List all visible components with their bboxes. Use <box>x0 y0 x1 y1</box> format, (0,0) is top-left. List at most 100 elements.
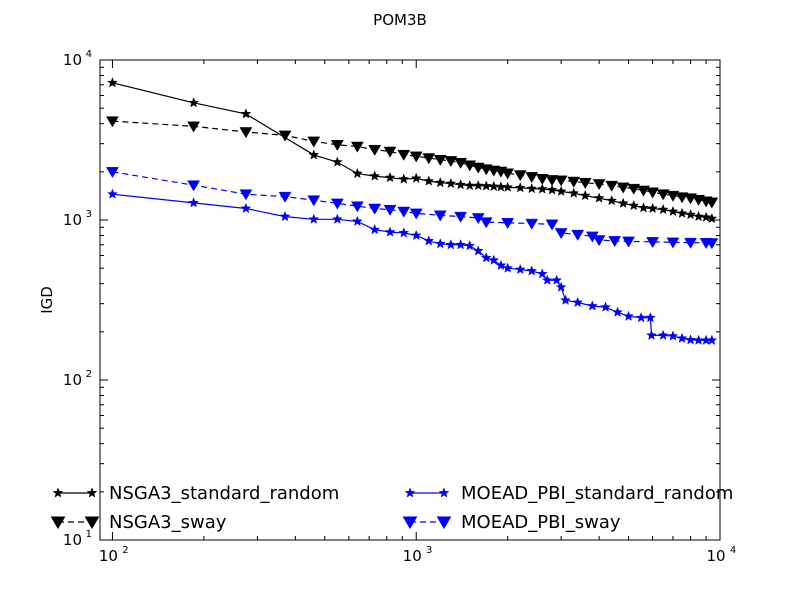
series-MOEAD_PBI_sway <box>106 167 719 250</box>
data-point <box>369 223 381 235</box>
data-point <box>433 210 447 222</box>
chart-title: POM3B <box>373 11 427 29</box>
data-point <box>593 192 605 203</box>
data-point <box>187 180 201 192</box>
data-point <box>472 245 484 256</box>
data-point <box>571 229 585 241</box>
data-point <box>666 190 680 202</box>
series-line <box>112 171 712 244</box>
data-point <box>555 185 567 196</box>
data-point <box>445 239 457 250</box>
data-point <box>628 199 640 211</box>
data-point <box>536 183 548 194</box>
legend-marker <box>86 487 98 498</box>
data-point <box>409 208 423 220</box>
data-point <box>106 116 119 128</box>
data-point <box>676 332 688 344</box>
series-NSGA3_standard_random <box>107 77 718 224</box>
data-point <box>627 183 641 195</box>
data-point <box>501 168 515 180</box>
data-point <box>384 226 396 237</box>
data-point <box>307 195 321 207</box>
data-point <box>422 153 436 165</box>
data-point <box>434 177 446 188</box>
data-point <box>383 146 397 158</box>
data-point <box>397 206 411 218</box>
data-point <box>480 180 492 191</box>
data-point <box>410 229 422 241</box>
data-point <box>623 310 634 321</box>
data-point <box>107 188 118 199</box>
data-point <box>514 182 526 193</box>
data-point <box>605 180 619 192</box>
data-point <box>685 208 696 220</box>
data-point <box>106 167 119 179</box>
legend-marker <box>436 516 452 530</box>
data-point <box>536 268 548 279</box>
series-MOEAD_PBI_standard_random <box>107 188 718 345</box>
data-point <box>369 170 381 181</box>
data-point <box>554 228 568 240</box>
data-point <box>555 281 567 292</box>
data-point <box>455 179 467 190</box>
data-point <box>568 187 580 198</box>
data-point <box>685 334 696 345</box>
data-point <box>586 300 598 311</box>
data-point <box>646 187 660 199</box>
data-point <box>188 197 200 208</box>
x-tick-label: 10 <box>706 547 725 565</box>
series-layer <box>106 77 719 345</box>
data-point <box>514 263 526 275</box>
data-point <box>567 176 581 188</box>
data-point <box>546 184 558 195</box>
data-point <box>545 219 559 231</box>
data-point <box>646 237 660 249</box>
data-point <box>331 156 343 167</box>
data-point <box>657 203 669 215</box>
series-line <box>112 82 712 220</box>
plot-frame <box>99 59 721 541</box>
legend-marker <box>50 516 66 530</box>
data-point <box>464 240 476 251</box>
data-point <box>676 207 688 218</box>
data-point <box>479 217 493 229</box>
data-point <box>495 259 507 271</box>
data-point <box>278 191 292 203</box>
data-point <box>551 274 563 285</box>
data-point <box>239 127 253 139</box>
data-point <box>592 235 606 247</box>
legend-label: MOEAD_PBI_standard_random <box>461 483 733 504</box>
data-point <box>330 140 344 152</box>
legend-item: MOEAD_PBI_sway <box>402 512 621 533</box>
data-point <box>657 329 669 341</box>
data-point <box>433 154 447 166</box>
y-tick-label: 10 <box>63 371 82 389</box>
data-point <box>638 202 649 213</box>
x-tick-label-exponent: 3 <box>426 545 432 556</box>
data-point <box>617 197 629 209</box>
legend-label: NSGA3_sway <box>109 512 227 533</box>
data-point <box>423 175 435 186</box>
data-point <box>351 215 363 227</box>
data-point <box>423 235 435 246</box>
data-point <box>480 252 492 263</box>
data-point <box>706 212 718 224</box>
data-point <box>554 175 568 187</box>
data-point <box>501 218 515 230</box>
data-point <box>384 171 396 183</box>
data-point <box>488 254 500 265</box>
legend-marker <box>402 516 418 530</box>
data-point <box>635 312 647 323</box>
data-point <box>107 77 118 88</box>
data-point <box>705 238 719 250</box>
data-point <box>560 294 571 305</box>
legend-label: NSGA3_standard_random <box>109 483 339 504</box>
legend-marker <box>52 487 64 498</box>
data-point <box>526 182 538 194</box>
legend-marker <box>84 516 100 530</box>
data-point <box>525 172 539 184</box>
data-point <box>308 149 320 160</box>
y-tick-label: 10 <box>63 531 82 549</box>
data-point <box>606 194 618 206</box>
